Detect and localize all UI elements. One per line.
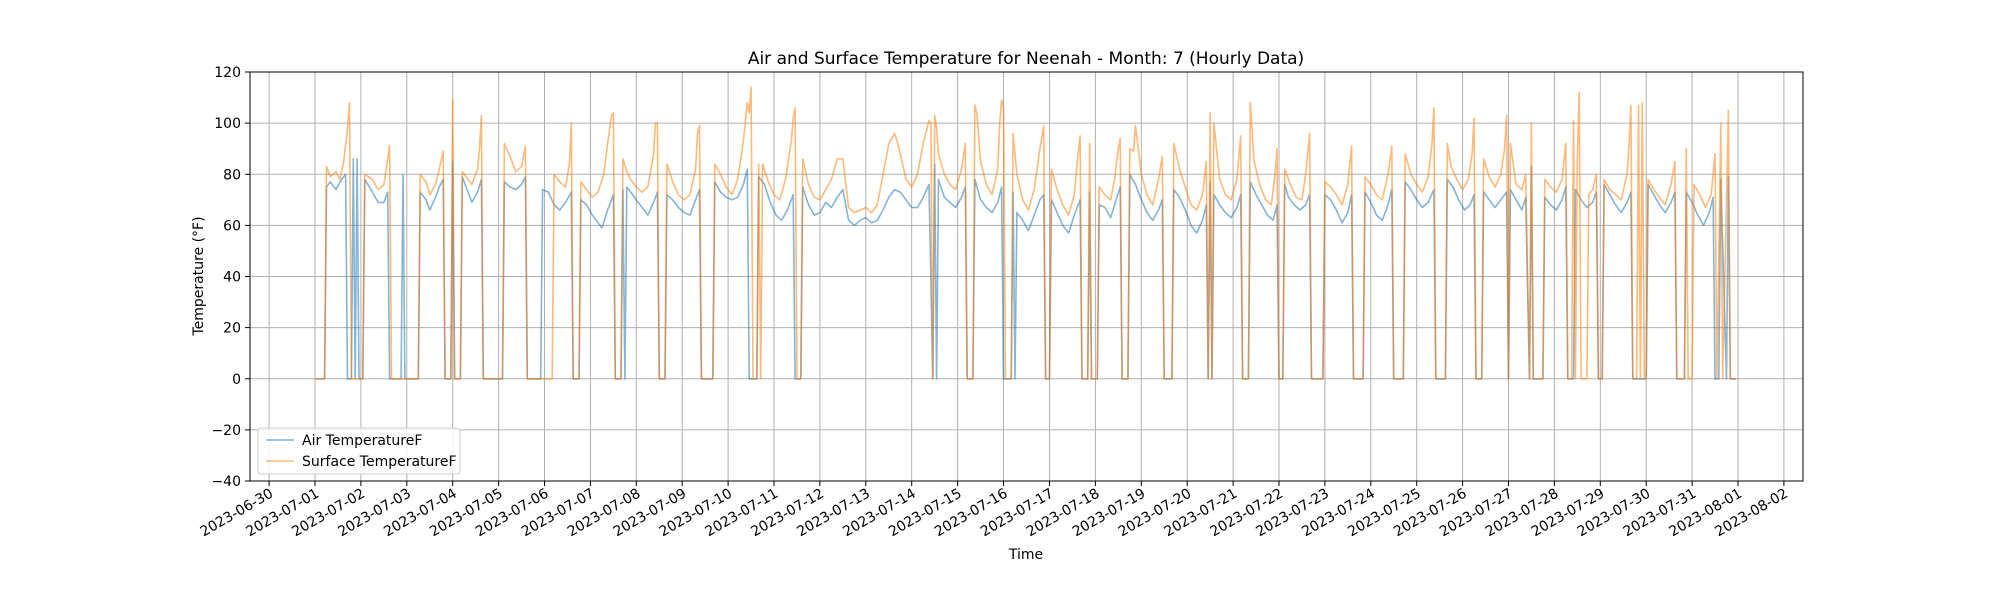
y-tick-label: 80 [223,167,241,183]
y-tick-label: 20 [223,321,241,337]
series-line-air-temperature [315,158,1737,380]
y-tick-label: 120 [214,65,241,81]
legend-label-surface: Surface TemperatureF [302,454,457,470]
series-line-surface-temperature [315,86,1737,380]
x-axis-label: Time [1008,547,1043,563]
y-tick-label: 40 [223,270,241,286]
series-lines [315,86,1737,380]
chart-title: Air and Surface Temperature for Neenah -… [748,49,1304,69]
legend: Air TemperatureF Surface TemperatureF [257,427,461,475]
y-tick-label: 0 [232,372,241,388]
grid-lines [250,71,1803,482]
y-tick-label: −20 [211,423,241,439]
y-tick-label: 100 [214,116,241,132]
legend-box [257,427,461,475]
y-axis-ticks: −40 −20 0 20 40 60 80 100 120 [211,65,250,490]
y-tick-label: 60 [223,218,241,234]
legend-label-air: Air TemperatureF [302,433,422,449]
y-axis-label: Temperature (°F) [191,216,207,336]
x-axis-ticks: 2023-06-302023-07-012023-07-022023-07-03… [198,481,1791,540]
y-tick-label: −40 [211,474,241,490]
